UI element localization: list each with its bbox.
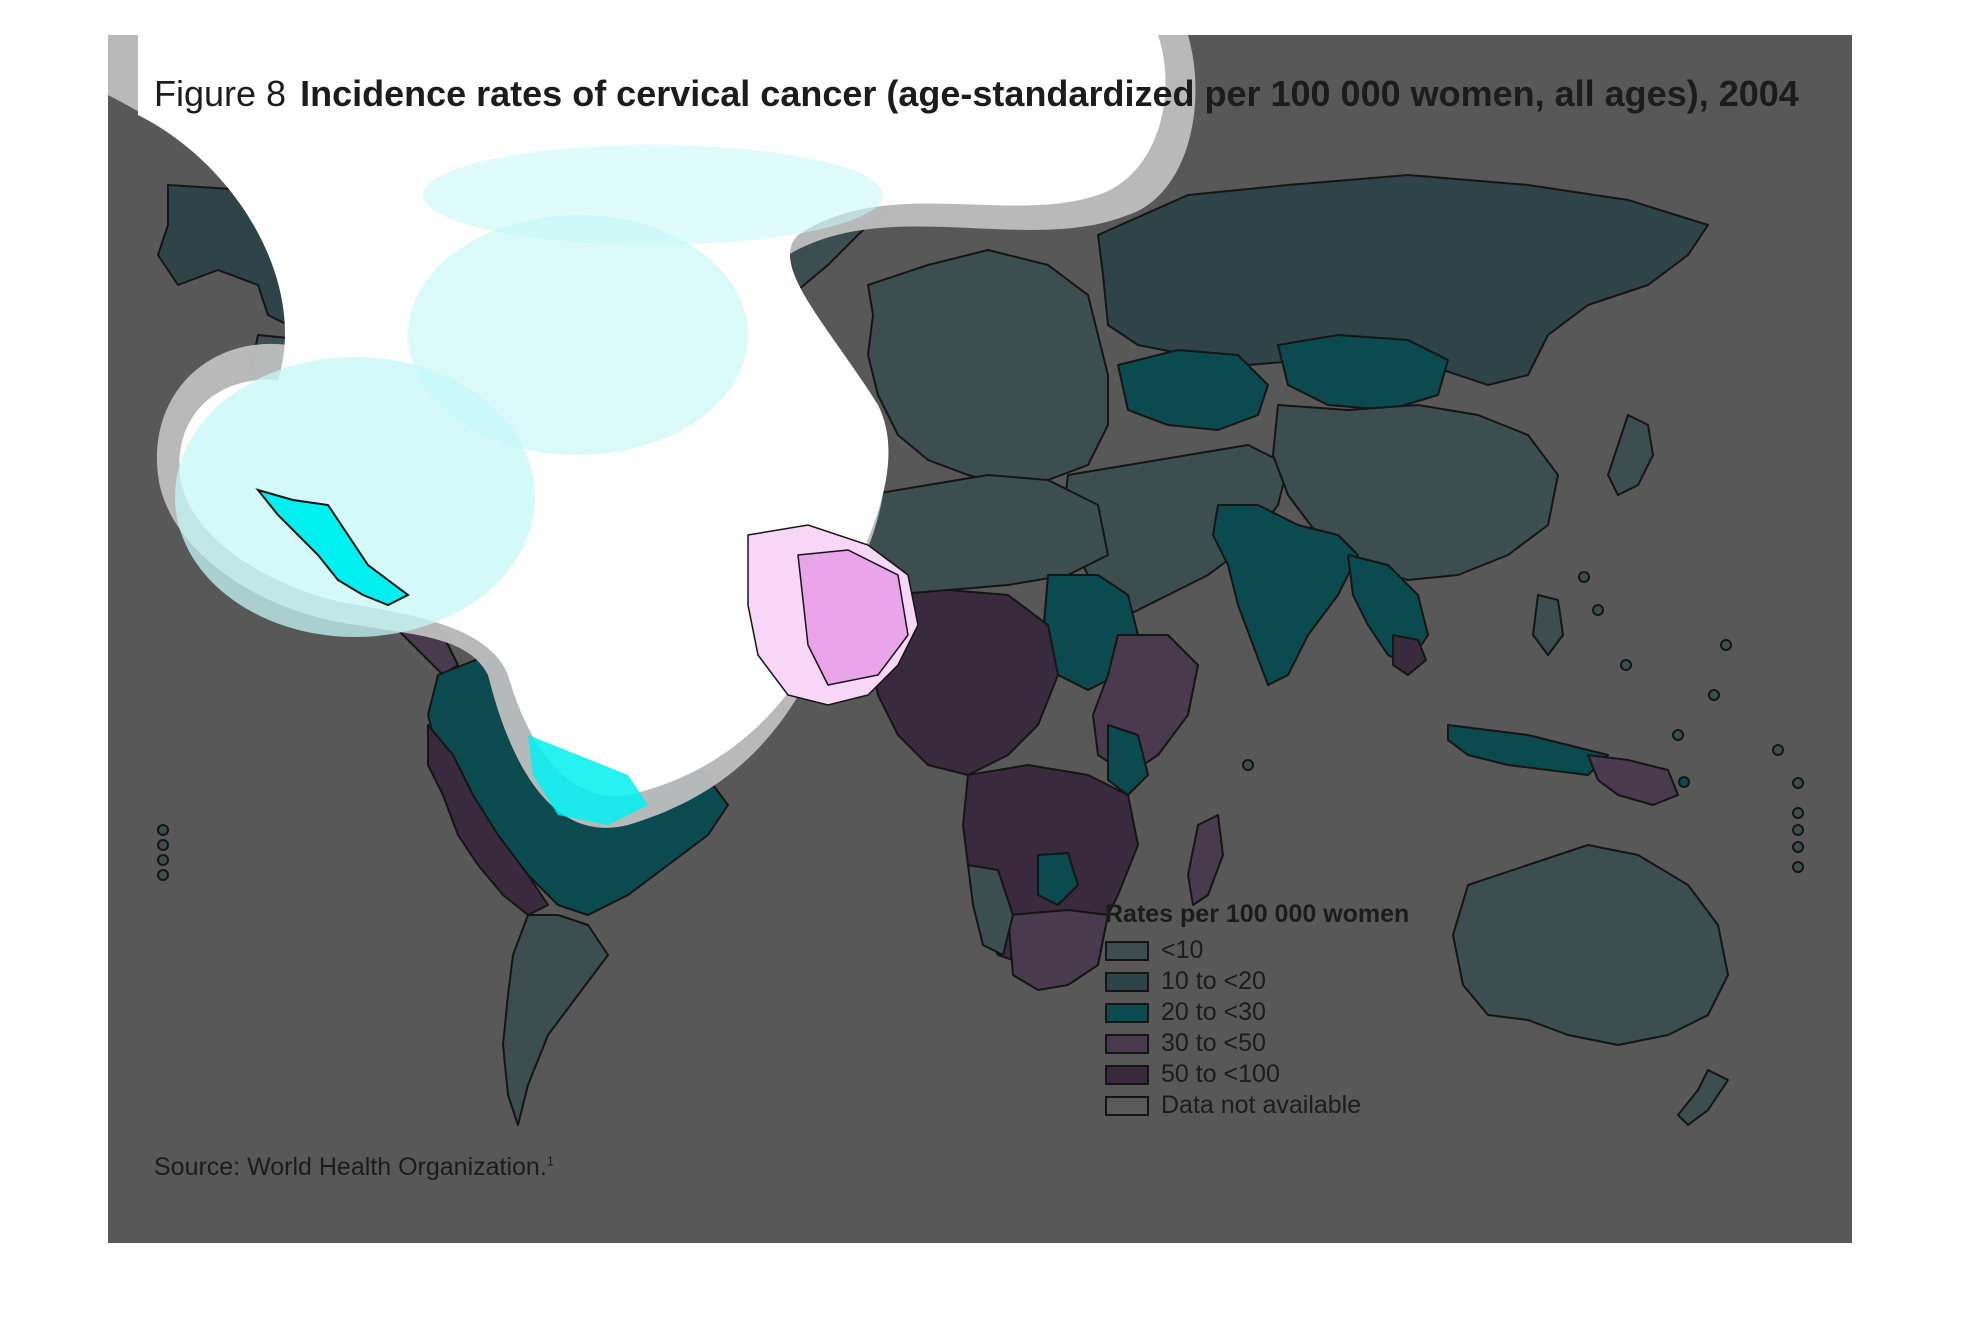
region-kenya [1107,724,1149,796]
source-footnote: 1 [546,1153,555,1169]
region-south-america-south [502,914,609,1126]
region-central-africa [867,589,1059,776]
region-china [1272,404,1559,581]
region-mongolia [1277,334,1449,411]
legend-label: <10 [1161,936,1204,964]
legend-label: Data not available [1161,1091,1362,1119]
legend-item: 50 to <100 [1105,1059,1409,1090]
highlight-overlays [108,35,1196,828]
legend-label: 30 to <50 [1161,1029,1266,1057]
region-madagascar [1187,814,1224,906]
region-new-zealand [1677,1069,1729,1126]
legend-label: 20 to <30 [1161,998,1266,1026]
legend-label: 10 to <20 [1161,967,1266,995]
legend: Rates per 100 000 women <10 10 to <20 20… [1105,900,1409,1121]
world-map [108,35,1804,1126]
pacific-markers [157,571,1804,881]
legend-swatch [1105,971,1149,992]
region-namibia [967,864,1014,956]
region-indonesia [1447,724,1609,776]
legend-label: 50 to <100 [1161,1060,1280,1088]
region-kazakhstan [1117,349,1269,431]
region-australia [1452,844,1729,1046]
region-papua [1587,754,1679,806]
legend-title: Rates per 100 000 women [1105,900,1410,928]
region-europe [867,249,1109,486]
region-south-africa [1007,909,1109,991]
legend-item: 10 to <20 [1105,966,1409,997]
source-note: Source: World Health Organization.1 [154,1153,554,1182]
figure-title: Figure 8 Incidence rates of cervical canc… [154,73,1799,115]
legend-swatch [1105,1095,1149,1116]
legend-swatch [1105,940,1149,961]
region-india [1212,504,1359,686]
region-russia [1097,174,1709,386]
figure-title-text: Incidence rates of cervical cancer (age-… [300,73,1799,114]
source-text: Source: World Health Organization. [154,1153,547,1181]
map-panel: Figure 8 Incidence rates of cervical canc… [108,35,1852,1243]
legend-item: 30 to <50 [1105,1028,1409,1059]
legend-swatch [1105,1033,1149,1054]
region-philippines [1532,594,1564,656]
region-japan [1607,414,1654,496]
legend-item: 20 to <30 [1105,997,1409,1028]
figure-label: Figure 8 [154,73,287,114]
region-cambodia [1392,634,1427,676]
region-zambia [1037,852,1079,906]
legend-swatch [1105,1002,1149,1023]
legend-swatch [1105,1064,1149,1085]
legend-item: <10 [1105,935,1409,966]
legend-item: Data not available [1105,1090,1409,1121]
